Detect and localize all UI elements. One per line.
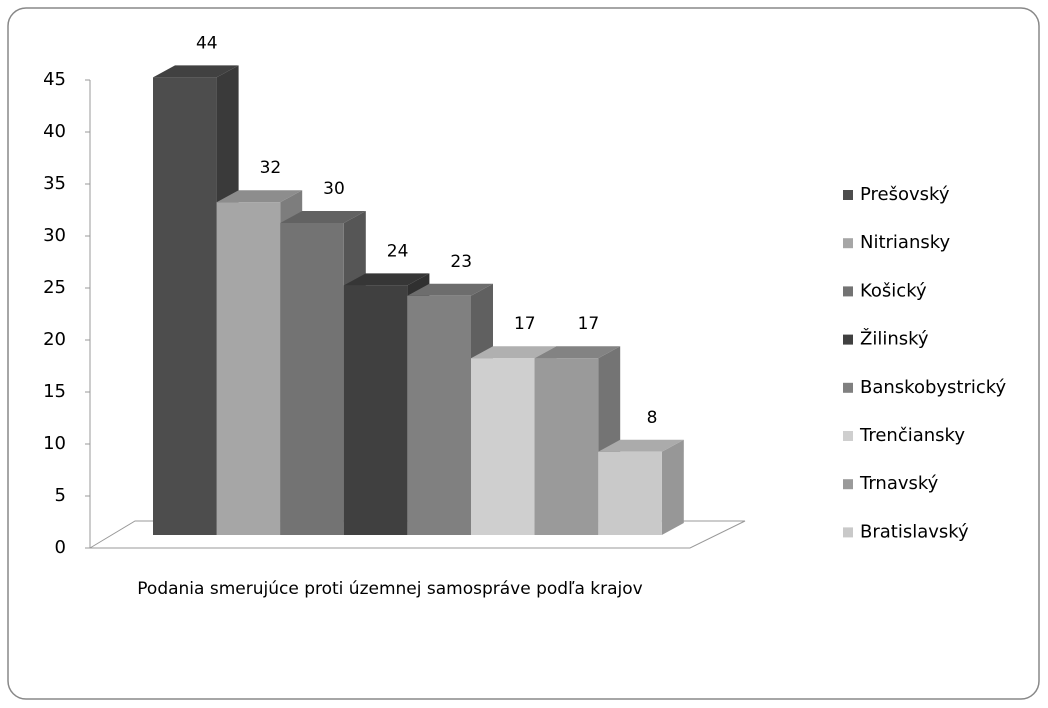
bar [153,77,217,536]
bar-top [153,65,239,78]
x-category-label: Podania smerujúce proti územnej samosprá… [137,579,643,599]
data-label: 23 [450,252,472,272]
legend-swatch [843,334,853,345]
y-tick-label: 15 [43,381,66,402]
y-tick-label: 25 [43,277,66,298]
bar-top [534,346,621,359]
legend-swatch [843,431,853,441]
bar-top [407,283,493,296]
y-tick-label: 0 [55,537,66,558]
bar-top [598,439,684,452]
bar [216,202,281,535]
bar-top [343,273,430,286]
bar-top [280,211,366,223]
legend-label: Nitriansky [860,232,951,253]
legend-label: Trnavský [859,473,939,494]
bar [471,358,535,535]
legend-label: Košický [860,280,927,301]
legend-swatch [843,286,853,297]
data-label: 8 [647,408,658,428]
legend-label: Bratislavský [860,521,969,542]
bar [407,295,471,535]
y-tick-label: 40 [43,121,66,142]
legend-swatch [843,190,853,200]
bar [280,223,344,535]
y-tick-label: 35 [43,173,66,194]
legend-swatch [843,527,853,538]
y-tick-label: 10 [43,433,66,454]
legend-swatch [843,479,853,490]
legend-swatch [843,382,853,393]
bar-top [471,346,557,359]
legend-label: Žilinský [860,328,929,350]
data-label: 17 [578,314,600,334]
bar-top [216,190,303,203]
bar-side [661,439,684,535]
bar [598,451,662,535]
data-label: 30 [323,179,345,199]
data-label: 17 [514,314,536,334]
data-label: 32 [260,158,282,178]
y-tick-label: 30 [43,225,66,246]
y-tick-label: 45 [43,69,66,90]
legend-label: Trenčiansky [859,425,965,446]
bar [343,285,408,535]
y-tick-label: 20 [43,329,66,350]
y-tick-label: 5 [55,485,66,506]
legend-swatch [843,238,853,249]
data-label: 44 [196,33,218,53]
bar [534,358,599,535]
data-label: 24 [387,241,409,261]
legend-label: Prešovský [860,184,950,205]
legend-label: Banskobystrický [860,377,1007,398]
